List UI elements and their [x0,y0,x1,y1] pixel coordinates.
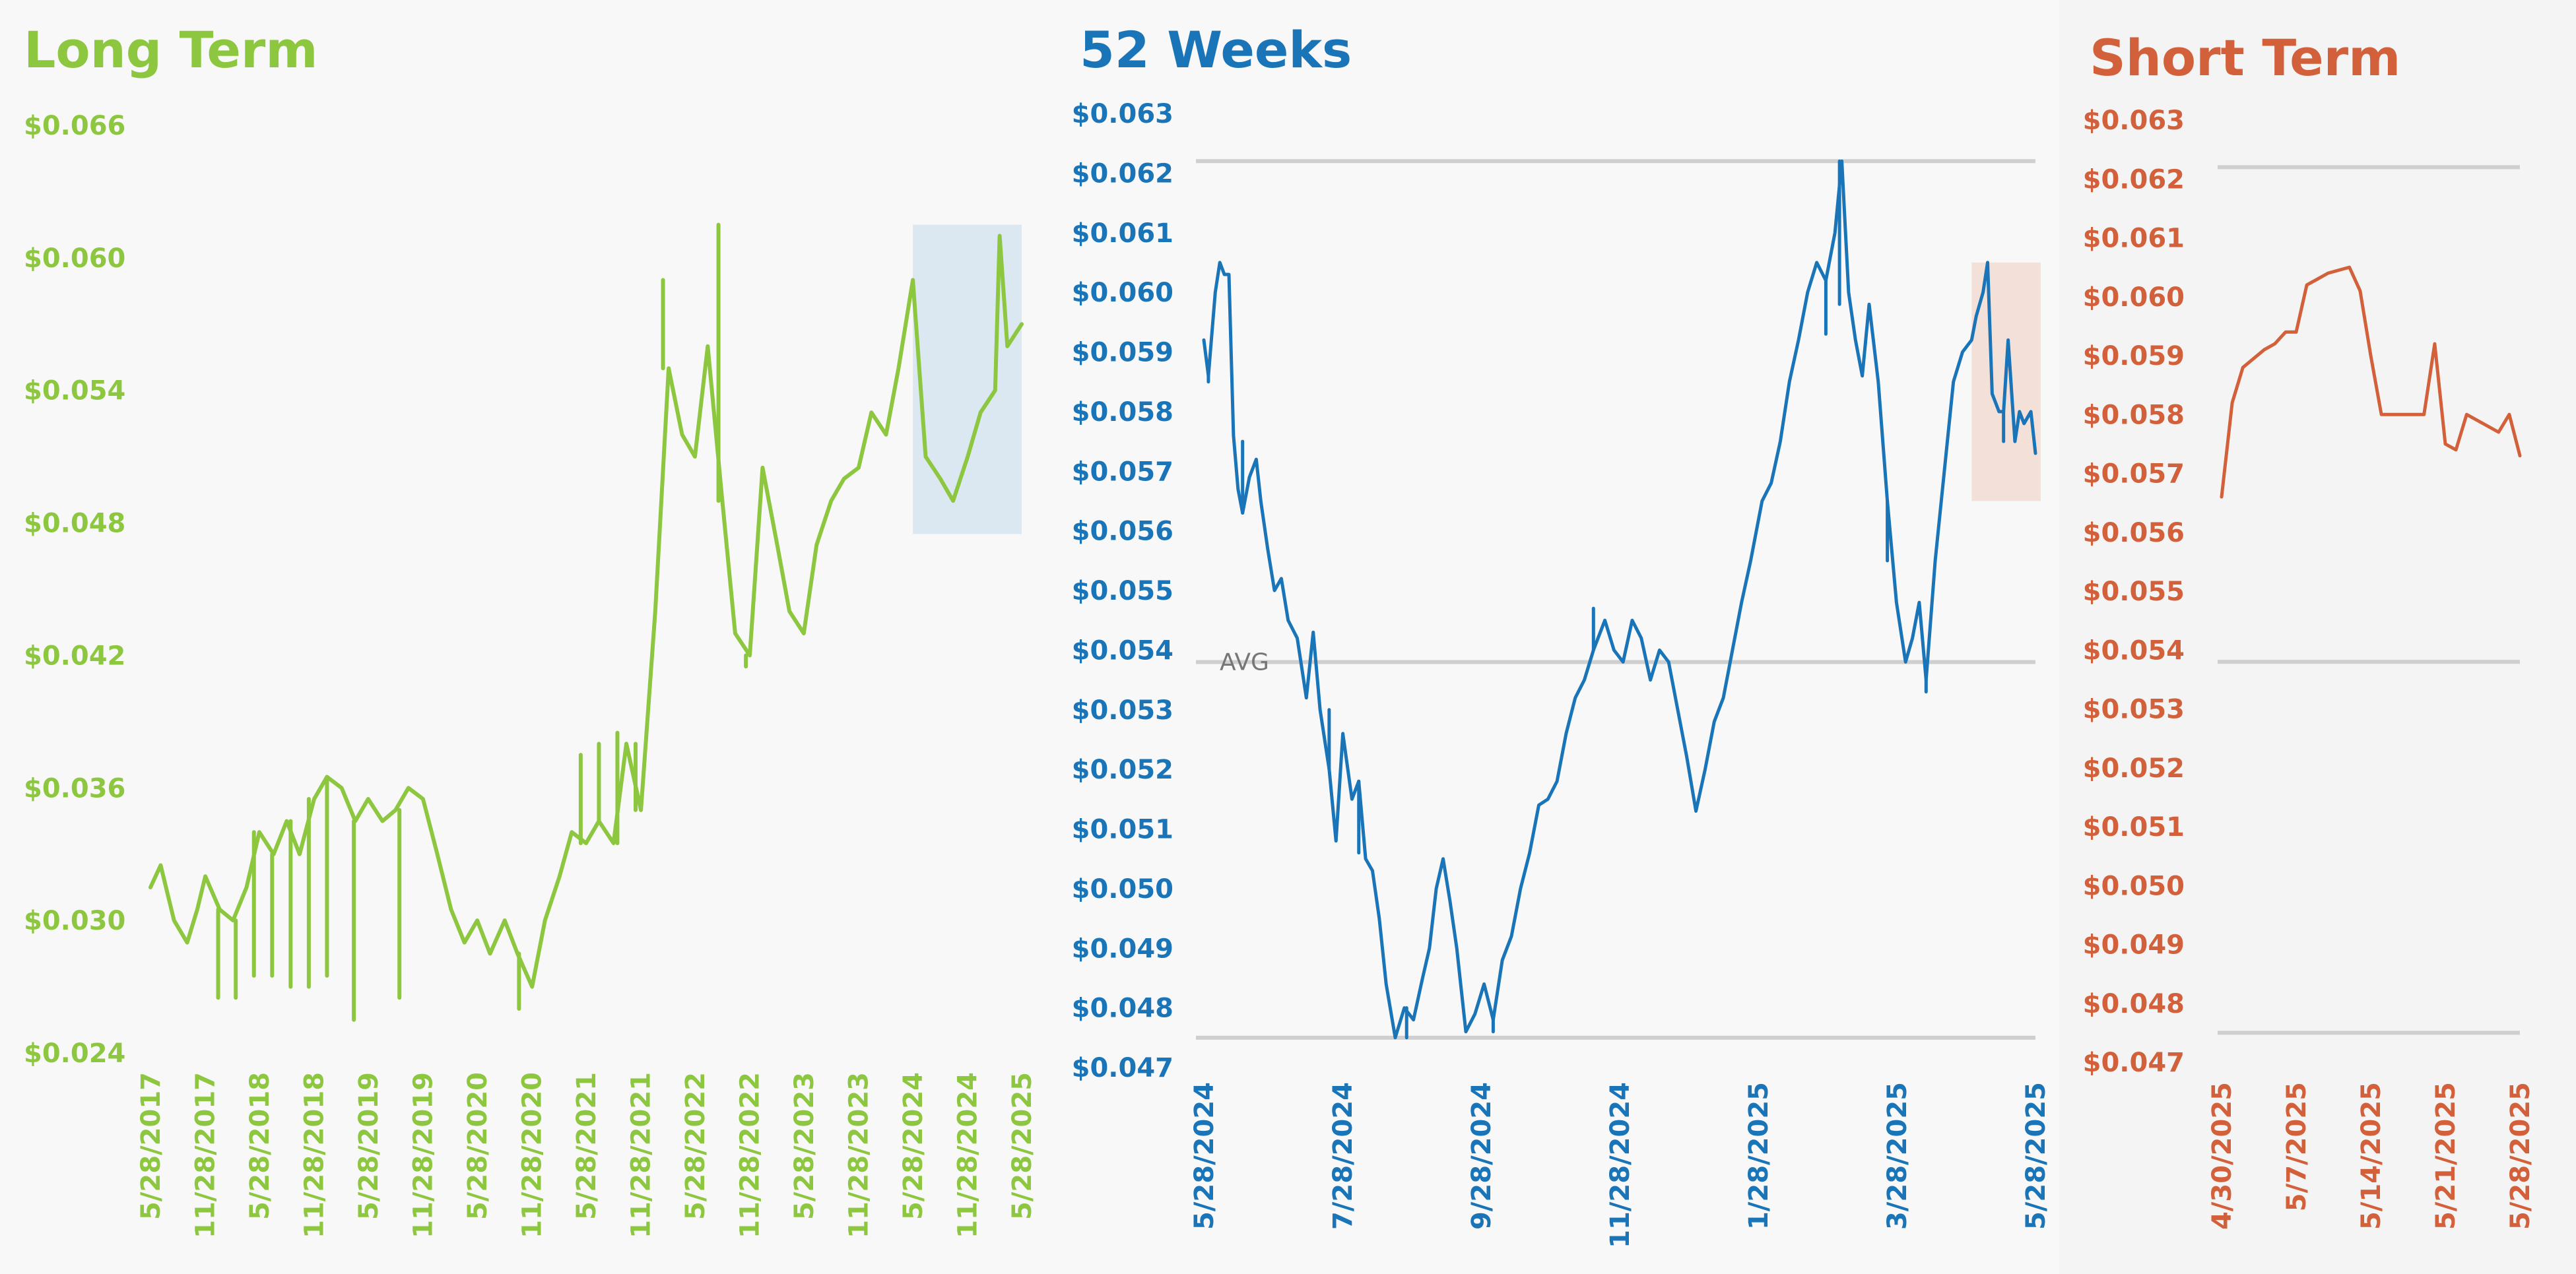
weeks_52-ytick-label: $0.056 [1072,517,1173,547]
52-weeks-title: 52 Weeks [1080,20,1352,79]
short_term-ytick-label: $0.057 [2083,459,2185,490]
long_term-xtick-label: 11/28/2021 [626,1072,657,1238]
short_term-xtick-label: 5/7/2025 [2282,1082,2312,1211]
long_term-ytick-label: $0.054 [24,376,125,406]
weeks_52-ytick-label: $0.057 [1072,457,1173,487]
short_term-ytick-label: $0.063 [2083,106,2185,136]
long-term-title: Long Term [24,20,318,79]
short_term-xtick-label: 4/30/2025 [2207,1082,2237,1230]
long_term-ytick-label: $0.066 [24,111,125,141]
weeks_52-ytick-label: $0.051 [1072,815,1173,845]
long_term-xtick-label: 11/28/2023 [844,1072,875,1238]
long_term-ytick-label: $0.048 [24,509,125,539]
short_term-ytick-label: $0.059 [2083,341,2185,371]
weeks_52-ytick-label: $0.054 [1072,635,1173,666]
weeks_52-ytick-label: $0.052 [1072,755,1173,785]
weeks_52-ytick-label: $0.062 [1072,158,1173,189]
long_term-xtick-label: 11/28/2017 [191,1072,221,1238]
short_term-xtick-label: 5/21/2025 [2431,1082,2461,1230]
weeks_52-ytick-label: $0.060 [1072,278,1173,308]
short_term-ytick-label: $0.056 [2083,518,2185,548]
weeks_52-ytick-label: $0.053 [1072,695,1173,726]
weeks_52-ytick-label: $0.050 [1072,874,1173,905]
short-term-panel [2059,0,2576,1274]
long_term-xtick-label: 5/28/2023 [789,1072,820,1220]
short_term-ytick-label: $0.054 [2083,635,2185,666]
short_term-xtick-label: 5/14/2025 [2356,1082,2387,1230]
long_term-chart: $0.066 $0.060 $0.054 $0.048 $0.042 $0.036 $0.0… [24,111,1038,1238]
long_term-series-line [149,234,1024,989]
short_term-ytick-label: $0.062 [2083,164,2185,195]
weeks_52-xtick-label: 1/28/2025 [1744,1082,1774,1230]
weeks_52-xtick-label: 7/28/2024 [1328,1082,1358,1230]
long_term-xtick-label: 5/28/2020 [463,1072,493,1220]
long_term-ytick-label: $0.036 [24,773,125,804]
long_term-ytick-label: $0.030 [24,906,125,936]
short_term-ytick-label: $0.053 [2083,695,2185,725]
weeks_52-ytick-label: $0.059 [1072,338,1173,368]
short_term-ytick-label: $0.049 [2083,930,2185,961]
short_term-ytick-label: $0.061 [2083,224,2185,254]
long_term-xtick-label: 5/28/2017 [136,1072,166,1220]
weeks_52-ytick-label: $0.049 [1072,934,1173,964]
long_term-xtick-label: 5/28/2019 [354,1072,384,1220]
short_term-ytick-label: $0.058 [2083,400,2185,430]
long_term-xtick-label: 5/28/2024 [898,1072,929,1220]
long_term-xtick-label: 11/28/2020 [517,1072,548,1238]
weeks_52-series-line [1202,159,2037,1040]
long_term-xtick-label: 5/28/2021 [572,1072,602,1220]
weeks_52-ytick-label: $0.058 [1072,397,1173,428]
short_term-ytick-label: $0.055 [2083,577,2185,607]
short_term-ytick-label: $0.052 [2083,753,2185,784]
short_term-ytick-label: $0.047 [2083,1048,2185,1078]
weeks_52-ytick-label: $0.061 [1072,218,1173,249]
weeks_52-xtick-label: 9/28/2024 [1467,1082,1497,1230]
long_term-xtick-label: 11/28/2022 [735,1072,766,1238]
long_term-xtick-label: 5/28/2022 [680,1072,711,1220]
weeks_52-xtick-label: 5/28/2024 [1189,1082,1220,1230]
weeks_52-avg-label: AVG [1220,649,1269,676]
weeks_52-xtick-label: 3/28/2025 [1882,1082,1913,1230]
long_term-ytick-label: $0.060 [24,243,125,274]
weeks_52-ytick-label: $0.063 [1072,99,1173,129]
short_term-series-line [2220,265,2522,499]
long_term-xtick-label: 11/28/2019 [409,1072,439,1238]
weeks_52-xtick-label: 5/28/2025 [2021,1082,2051,1230]
short_term-ytick-label: $0.048 [2083,989,2185,1019]
long_term-highlight-box [913,224,1022,534]
short_term-ytick-label: $0.050 [2083,871,2185,901]
long_term-xtick-label: 5/28/2025 [1007,1072,1038,1220]
long_term-xtick-label: 11/28/2018 [300,1072,330,1238]
long_term-xtick-label: 11/28/2024 [953,1072,983,1238]
weeks_52-ytick-label: $0.047 [1072,1053,1173,1083]
long_term-ytick-label: $0.024 [24,1038,125,1069]
short-term-title: Short Term [2090,28,2401,87]
weeks_52-chart: AVG $0.063 $0.062 $0.061 $0.060 $0.059 $0.058 $… [1072,99,2051,1248]
long_term-xtick-label: 5/28/2018 [245,1072,275,1220]
short_term-ytick-label: $0.060 [2083,282,2185,313]
long_term-ytick-label: $0.042 [24,641,125,671]
short_term-chart: $0.063 $0.062 $0.061 $0.060 $0.059 $0.058 $0.0… [2083,106,2536,1230]
short_term-ytick-label: $0.051 [2083,812,2185,843]
short_term-xtick-label: 5/28/2025 [2505,1082,2536,1230]
weeks_52-xtick-label: 11/28/2024 [1605,1082,1635,1248]
weeks_52-ytick-label: $0.055 [1072,576,1173,606]
weeks_52-ytick-label: $0.048 [1072,994,1173,1024]
